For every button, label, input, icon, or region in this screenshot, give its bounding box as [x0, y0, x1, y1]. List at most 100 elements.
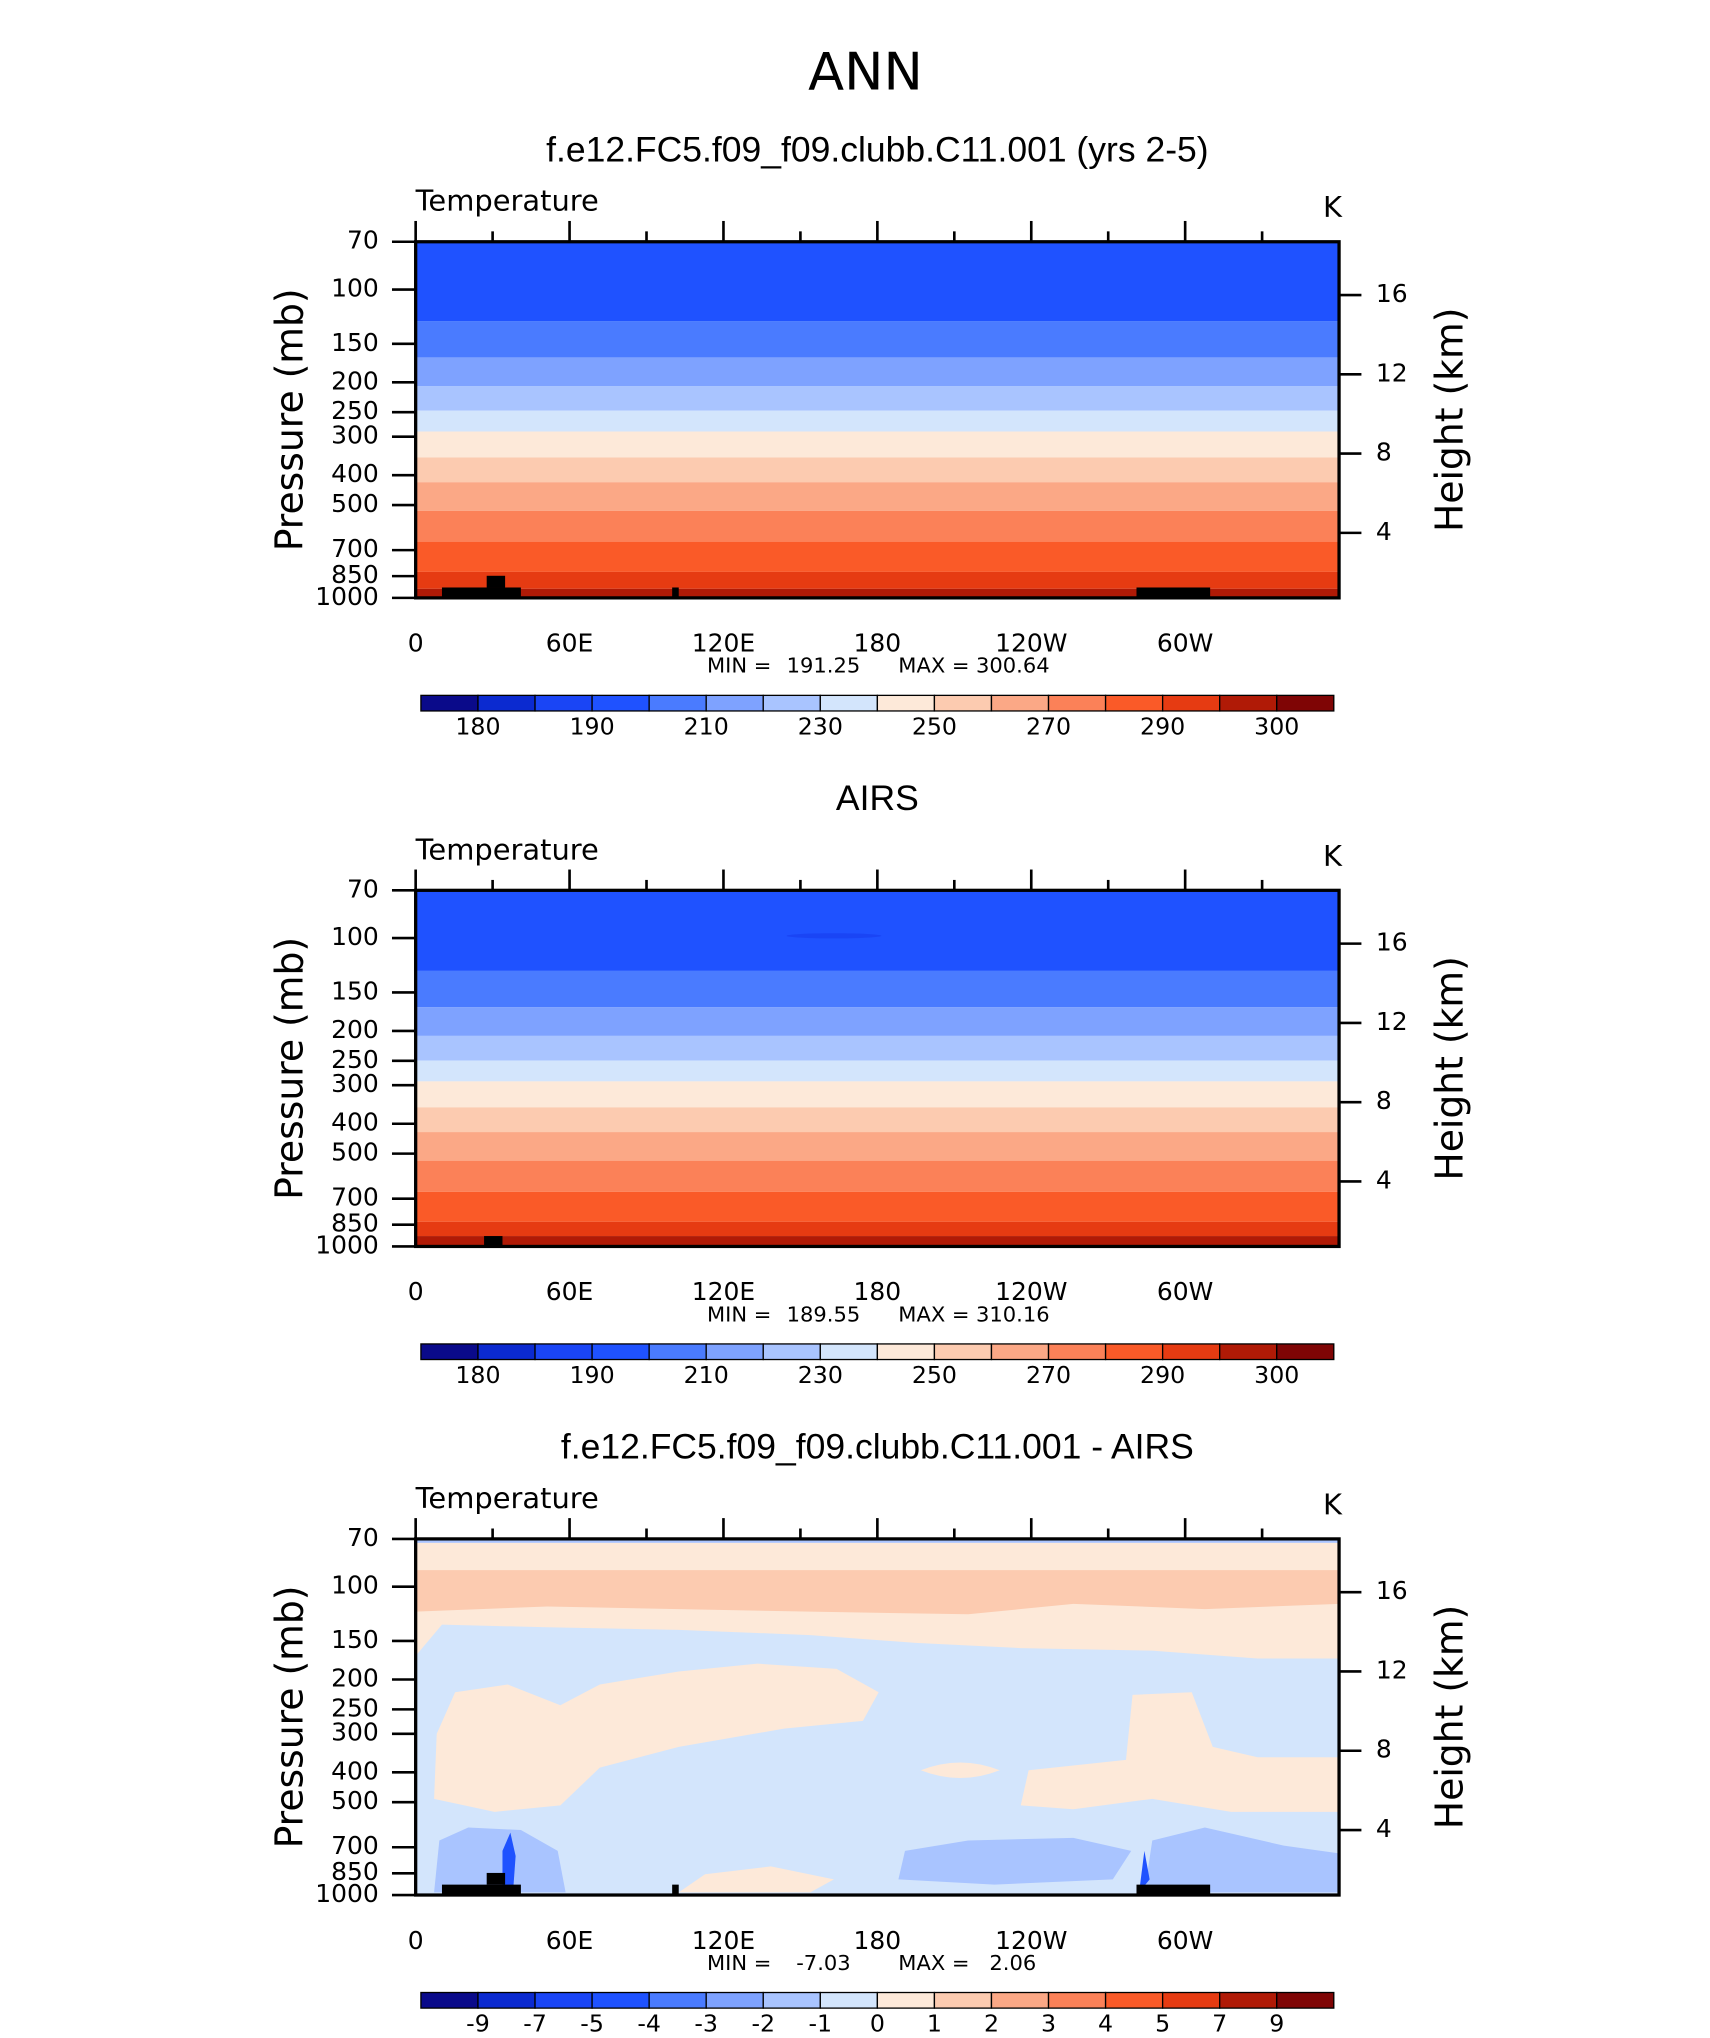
panel: f.e12.FC5.f09_f09.clubb.C11.001 - AIRS Te…	[267, 1428, 1471, 2038]
y-tick-label: 700	[331, 1831, 379, 1860]
y-tick-label: 850	[331, 560, 379, 589]
y-tick-label: 500	[331, 1786, 379, 1815]
colorbar-label: 9	[1269, 2010, 1284, 2038]
units-label: K	[1323, 839, 1343, 873]
colorbar-box	[420, 1343, 479, 1361]
x-tick-label: 0	[408, 629, 424, 658]
contour-band	[415, 431, 1340, 458]
colorbar-box	[990, 1991, 1050, 2009]
y-tick-label: 1000	[315, 1231, 379, 1260]
colorbar-box	[933, 694, 993, 712]
x-tick-label: 180	[854, 629, 902, 658]
contour-field	[415, 1538, 1340, 1896]
panel-title: AIRS	[836, 779, 919, 818]
y-tick-label: 200	[331, 1664, 379, 1693]
max-value: 300.64	[976, 654, 1050, 678]
y-tick-label: 70	[347, 226, 379, 255]
y-tick-label: 850	[331, 1857, 379, 1886]
y-tick-label: 500	[331, 489, 379, 518]
topography	[672, 587, 679, 598]
contour-band	[415, 1160, 1340, 1192]
contour-field	[415, 241, 1340, 598]
x-tick-label: 120E	[692, 629, 755, 658]
x-tick-label: 120W	[995, 629, 1067, 658]
x-tick-label: 180	[854, 1926, 902, 1955]
x-tick-label: 120W	[995, 1926, 1067, 1955]
topography	[486, 1872, 506, 1885]
contour-band	[415, 1191, 1340, 1222]
colorbar-label: 2	[984, 2010, 999, 2038]
y-tick-label: 250	[331, 396, 379, 425]
contour-band	[415, 1570, 1340, 1615]
y-tick-label: 150	[331, 976, 379, 1005]
panel: f.e12.FC5.f09_f09.clubb.C11.001 (yrs 2-5…	[267, 131, 1471, 741]
variable-label: Temperature	[415, 1481, 599, 1515]
y-tick-label: 1000	[315, 582, 379, 611]
contour-band	[415, 1060, 1340, 1082]
min-value: -7.03	[796, 1951, 850, 1975]
colorbar-box	[591, 1343, 650, 1361]
colorbar-box	[420, 694, 479, 712]
colorbar-box	[477, 1343, 536, 1361]
contour-band	[415, 457, 1340, 483]
max-value: 310.16	[976, 1302, 1050, 1326]
colorbar-box	[876, 694, 936, 712]
y-tick-label: 150	[331, 328, 379, 357]
colorbar-box	[1219, 694, 1278, 712]
y2-tick-label: 8	[1376, 1735, 1392, 1764]
contour-band	[415, 510, 1340, 542]
x-tick-label: 120E	[692, 1277, 755, 1306]
min-value: 189.55	[787, 1302, 861, 1326]
y-axis-title: Pressure (mb)	[267, 1586, 311, 1849]
colorbar-box	[1104, 1343, 1164, 1361]
y2-tick-label: 4	[1376, 517, 1392, 546]
y-tick-label: 100	[331, 922, 379, 951]
colorbar-label: 7	[1212, 2010, 1227, 2038]
y2-axis-title: Height (km)	[1428, 956, 1472, 1180]
contour-band	[415, 482, 1340, 511]
contour-band	[415, 321, 1340, 358]
colorbar-box	[1047, 694, 1107, 712]
contour-band	[434, 1663, 879, 1812]
colorbar-label: 230	[798, 1361, 843, 1389]
colorbar-label: 300	[1254, 1361, 1299, 1389]
colorbar-box	[420, 1991, 479, 2009]
contour-band	[502, 1832, 516, 1893]
contour-band	[415, 1236, 1340, 1247]
colorbar-box	[591, 694, 650, 712]
colorbar-box	[1104, 1991, 1164, 2009]
y2-tick-label: 16	[1376, 1576, 1408, 1605]
colorbar-box	[1161, 1991, 1221, 2009]
colorbar-label: 0	[870, 2010, 885, 2038]
contour-band	[415, 410, 1340, 432]
topography	[441, 1884, 521, 1896]
y-axis-title: Pressure (mb)	[267, 937, 311, 1200]
colorbar-label: -4	[637, 2010, 661, 2038]
colorbar-box	[762, 1991, 821, 2009]
x-tick-label: 60E	[546, 1926, 594, 1955]
colorbar-box	[1047, 1991, 1107, 2009]
max-label: MAX =	[898, 1302, 969, 1326]
y-tick-label: 200	[331, 366, 379, 395]
figure-title: ANN	[808, 42, 923, 103]
x-tick-label: 120E	[692, 1926, 755, 1955]
y-tick-label: 300	[331, 1718, 379, 1747]
colorbar-label: -5	[580, 2010, 604, 2038]
topography	[441, 587, 521, 598]
x-tick-label: 60W	[1157, 629, 1213, 658]
contour-band	[415, 1107, 1340, 1133]
contour-field	[415, 890, 1340, 1247]
max-value: 2.06	[989, 1951, 1036, 1975]
colorbar-box	[477, 1991, 536, 2009]
colorbar-box	[1161, 694, 1221, 712]
y2-tick-label: 8	[1376, 438, 1392, 467]
colorbar-label: 3	[1041, 2010, 1056, 2038]
x-tick-label: 60W	[1157, 1277, 1213, 1306]
topography	[672, 1884, 679, 1896]
panel-title: f.e12.FC5.f09_f09.clubb.C11.001 - AIRS	[561, 1428, 1194, 1467]
colorbar-label: 210	[684, 712, 729, 740]
contour-band	[415, 970, 1340, 1008]
contour-band	[920, 1762, 1000, 1779]
colorbar-label: -3	[694, 2010, 718, 2038]
